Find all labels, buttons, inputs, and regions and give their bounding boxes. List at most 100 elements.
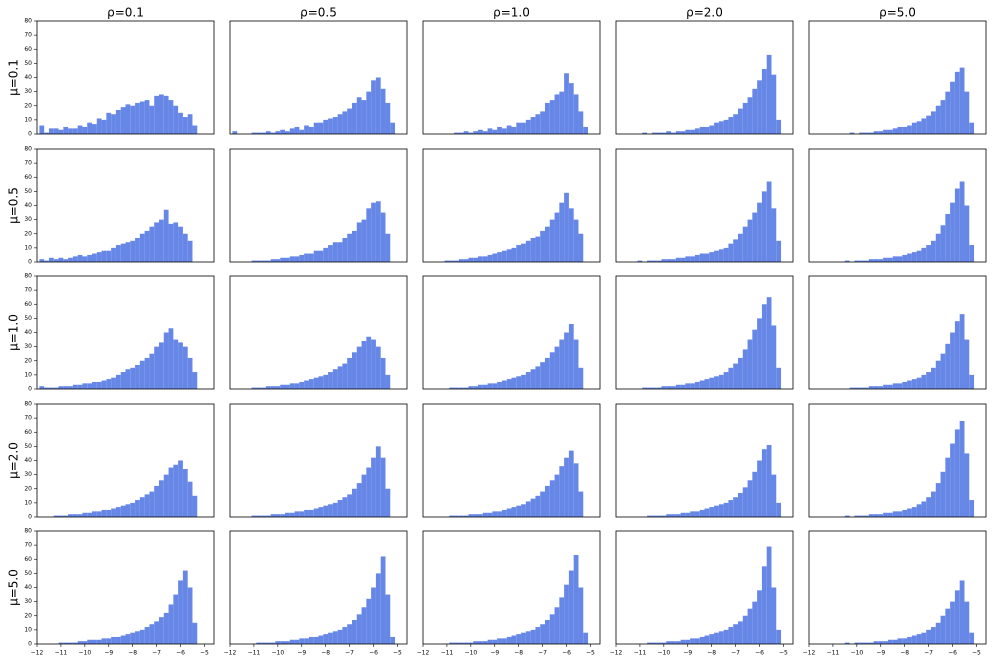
bar (182, 233, 188, 262)
bar (849, 387, 855, 389)
bar (859, 132, 865, 134)
bar (135, 237, 140, 262)
bar (964, 453, 970, 517)
bar (892, 511, 898, 517)
bar (771, 325, 777, 389)
bar (661, 642, 667, 644)
bar (690, 129, 695, 134)
bar (766, 297, 772, 389)
y-tick-label: 0 (28, 641, 32, 648)
bar (82, 512, 88, 517)
bar (468, 132, 474, 134)
bar (761, 304, 767, 389)
axes-frame (229, 403, 408, 518)
bar (945, 343, 951, 389)
bar (530, 369, 536, 389)
bar (742, 102, 748, 134)
bar (864, 260, 869, 262)
bar (192, 372, 198, 389)
y-tick-label: 50 (24, 443, 32, 450)
bar (125, 369, 131, 389)
axes-frame (422, 148, 601, 263)
bar (375, 77, 381, 134)
bar (304, 253, 309, 262)
bar (926, 629, 931, 644)
bar (873, 641, 879, 644)
bar (375, 201, 381, 262)
y-tick-label: 20 (24, 230, 32, 237)
bar (907, 125, 912, 134)
bar (969, 122, 975, 134)
bar (506, 125, 512, 134)
bar (675, 641, 681, 644)
bar (685, 383, 691, 389)
bar (497, 381, 502, 389)
bar (285, 131, 290, 134)
bar (270, 642, 276, 644)
bar (173, 339, 179, 389)
bar (516, 122, 522, 134)
bar (149, 353, 155, 389)
bar (318, 376, 324, 389)
bar (308, 379, 314, 389)
bar (497, 126, 502, 134)
x-tick-label: −6 (948, 650, 957, 657)
bar (516, 376, 522, 389)
bar (723, 247, 729, 262)
bar (940, 615, 946, 644)
bar (911, 507, 917, 517)
axes-frame (422, 403, 601, 518)
bar (478, 384, 483, 389)
bar (690, 511, 695, 517)
bar (130, 502, 136, 517)
bar (544, 485, 550, 517)
bar (733, 239, 738, 262)
bar (313, 250, 319, 262)
bar (680, 639, 686, 644)
bar (752, 601, 758, 644)
bar (501, 250, 507, 262)
y-tick-label: 30 (24, 216, 32, 223)
bar (728, 367, 734, 389)
bar (82, 256, 88, 262)
bar (458, 387, 464, 389)
bar (859, 642, 865, 644)
bar (154, 346, 159, 389)
bar (728, 117, 734, 134)
bar (559, 597, 565, 644)
bar (540, 111, 545, 134)
bar (530, 498, 536, 517)
bar (187, 481, 193, 517)
y-tick-label: 30 (24, 343, 32, 350)
bar (468, 642, 474, 644)
bar (39, 386, 45, 389)
bar (332, 117, 338, 134)
bar (178, 460, 183, 517)
bar (878, 514, 884, 517)
bar (573, 339, 579, 389)
bar (92, 124, 97, 134)
bar (82, 641, 88, 644)
bar (883, 641, 888, 644)
bar (747, 97, 753, 134)
bar (270, 514, 276, 517)
bar (44, 260, 49, 262)
x-tick-label: −12 (224, 650, 237, 657)
bar (671, 641, 676, 644)
bar (149, 624, 155, 644)
bar (173, 464, 179, 517)
bar (163, 474, 169, 517)
bar (473, 641, 479, 644)
bar (158, 342, 164, 389)
y-tick-label: 10 (24, 626, 32, 633)
axes-frame (808, 275, 987, 390)
bar (115, 636, 121, 644)
bar (482, 384, 488, 389)
bar (544, 619, 550, 644)
bar (661, 386, 667, 389)
bar (449, 387, 455, 389)
bar (969, 374, 975, 389)
bar (714, 250, 719, 262)
bar (120, 243, 126, 262)
y-tick-label: 40 (24, 584, 32, 591)
